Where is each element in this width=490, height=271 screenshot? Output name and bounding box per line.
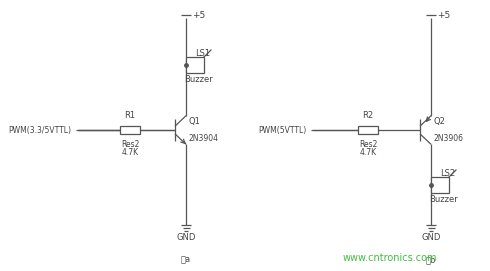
Bar	[120, 126, 140, 134]
Text: 2N3904: 2N3904	[188, 134, 218, 143]
Text: Res2: Res2	[359, 140, 377, 149]
Text: GND: GND	[421, 233, 441, 241]
Text: Buzzer: Buzzer	[184, 75, 212, 83]
Text: +5: +5	[437, 11, 450, 20]
Bar	[358, 126, 378, 134]
Text: LS1: LS1	[195, 49, 210, 57]
Text: Q2: Q2	[433, 117, 445, 126]
Text: 4.7K: 4.7K	[360, 148, 376, 157]
Text: 2N3906: 2N3906	[433, 134, 463, 143]
Bar	[431, 177, 449, 193]
Text: 囫a: 囫a	[181, 256, 191, 264]
Text: GND: GND	[176, 233, 196, 241]
Text: R2: R2	[363, 111, 373, 120]
Text: LS2: LS2	[440, 169, 455, 178]
Text: 4.7K: 4.7K	[122, 148, 139, 157]
Text: R1: R1	[124, 111, 136, 120]
Bar	[186, 57, 204, 73]
Text: +5: +5	[192, 11, 205, 20]
Text: Buzzer: Buzzer	[429, 195, 457, 204]
Text: Q1: Q1	[188, 117, 200, 126]
Text: PWM(5VTTL): PWM(5VTTL)	[258, 125, 306, 134]
Text: PWM(3.3/5VTTL): PWM(3.3/5VTTL)	[8, 125, 71, 134]
Text: Res2: Res2	[121, 140, 139, 149]
Text: www.cntronics.com: www.cntronics.com	[343, 253, 437, 263]
Text: 囫b: 囫b	[426, 256, 436, 264]
